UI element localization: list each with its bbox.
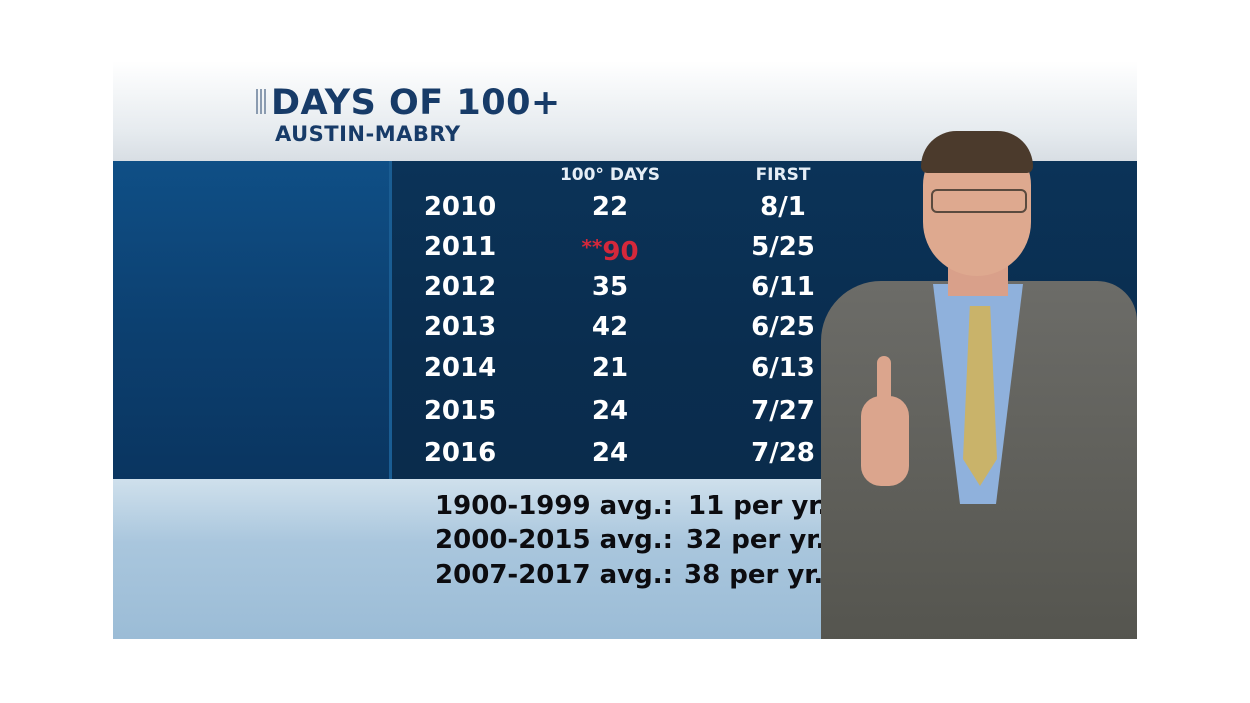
presenter-figure (803, 96, 1137, 639)
presenter-tie (963, 306, 997, 486)
left-blue-panel (113, 161, 391, 479)
presenter-hair (921, 131, 1033, 173)
header-accent-bars (256, 89, 266, 114)
weather-graphic: DAYS OF 100+ AUSTIN-MABRY 100° DAYS FIRS… (113, 61, 1137, 639)
row-first: 7/27 (751, 396, 815, 426)
presenter-hand (861, 396, 909, 486)
column-header-days: 100° DAYS (559, 165, 661, 185)
row-days: 24 (591, 396, 629, 426)
row-year: 2011 (423, 232, 497, 262)
average-value: 11 per yr. (688, 491, 828, 521)
row-first: 6/13 (751, 353, 815, 383)
row-days: 22 (591, 192, 629, 222)
average-row: 2000-2015 avg.: 32 per yr. (113, 525, 1137, 559)
presenter-glasses (931, 189, 1027, 213)
record-marker: ** (581, 235, 603, 259)
row-year: 2014 (423, 353, 497, 383)
row-days: 21 (591, 353, 629, 383)
average-label: 1900-1999 avg.: (435, 491, 673, 521)
row-first: 8/1 (760, 192, 806, 222)
average-value: 32 per yr. (686, 525, 826, 555)
graphic-header: DAYS OF 100+ AUSTIN-MABRY (113, 61, 1137, 161)
row-first: 5/25 (751, 232, 815, 262)
row-year: 2010 (423, 192, 497, 222)
row-days: 24 (591, 438, 629, 468)
row-year: 2016 (423, 438, 497, 468)
row-first: 6/25 (751, 312, 815, 342)
graphic-subtitle: AUSTIN-MABRY (275, 122, 461, 146)
row-days-record: **90 (553, 232, 667, 267)
graphic-title: DAYS OF 100+ (271, 83, 561, 123)
row-days: 42 (591, 312, 629, 342)
column-header-first: FIRST (755, 165, 811, 185)
average-label: 2000-2015 avg.: (435, 525, 673, 555)
row-year: 2015 (423, 396, 497, 426)
row-first: 7/28 (751, 438, 815, 468)
record-value: 90 (602, 237, 639, 267)
average-label: 2007-2017 avg.: (435, 560, 673, 590)
average-row: 1900-1999 avg.: 11 per yr. (113, 491, 1137, 525)
row-first: 6/11 (751, 272, 815, 302)
average-row: 2007-2017 avg.: 38 per yr. (113, 560, 1137, 594)
row-days: 35 (591, 272, 629, 302)
presenter-pointing-finger (877, 356, 891, 406)
average-value: 38 per yr. (684, 560, 824, 590)
panel-divider (389, 161, 392, 479)
row-year: 2013 (423, 312, 497, 342)
row-year: 2012 (423, 272, 497, 302)
